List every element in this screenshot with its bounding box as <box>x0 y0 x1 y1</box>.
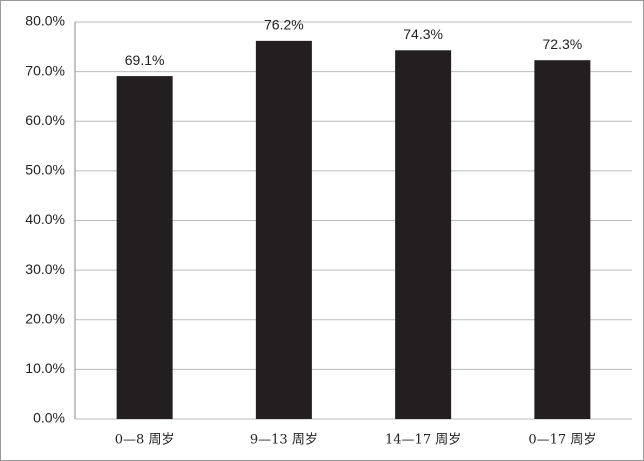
y-tick-label: 10.0% <box>25 360 65 376</box>
y-tick-label: 30.0% <box>25 261 65 277</box>
bar <box>255 40 312 420</box>
y-tick-label: 40.0% <box>25 211 65 227</box>
value-label: 74.3% <box>403 26 443 42</box>
bar <box>395 50 452 419</box>
value-label: 69.1% <box>125 52 165 68</box>
y-tick-label: 70.0% <box>25 62 65 78</box>
x-tick-label: 0—8 周岁 <box>115 433 175 448</box>
y-tick-label: 50.0% <box>25 162 65 178</box>
x-tick-label: 0—17 周岁 <box>528 433 596 448</box>
y-tick-label: 60.0% <box>25 112 65 128</box>
bar <box>116 76 173 419</box>
x-tick-label: 9—13 周岁 <box>250 433 318 448</box>
y-tick-label: 0.0% <box>33 410 65 426</box>
value-label: 76.2% <box>264 17 304 33</box>
value-label: 72.3% <box>543 36 583 52</box>
bar <box>534 60 591 420</box>
y-tick-label: 20.0% <box>25 310 65 326</box>
y-tick-label: 80.0% <box>25 13 65 29</box>
x-tick-label: 14—17 周岁 <box>385 433 461 448</box>
